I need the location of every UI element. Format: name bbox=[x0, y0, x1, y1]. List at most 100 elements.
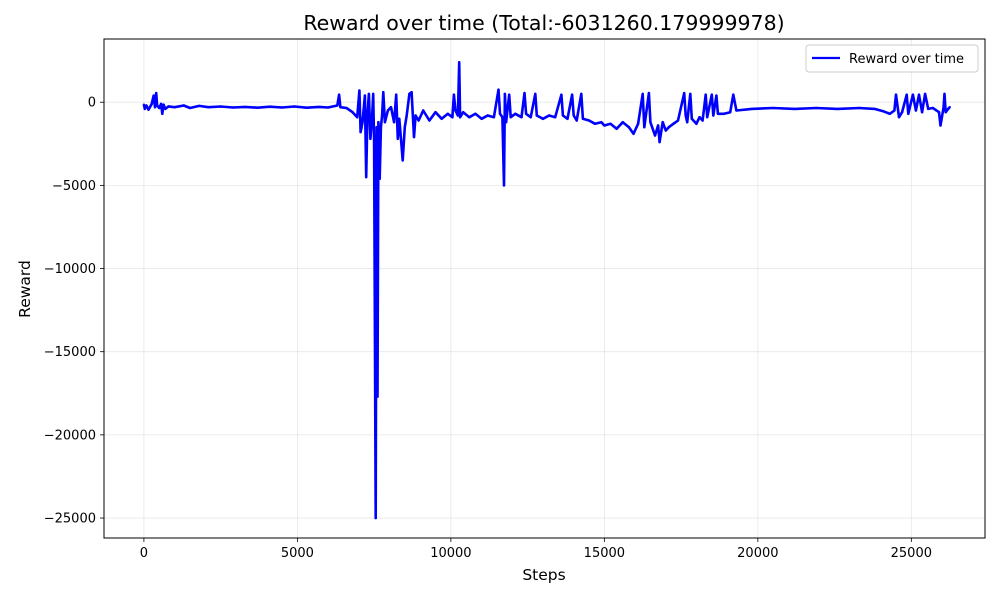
data-point bbox=[474, 112, 477, 116]
data-point bbox=[372, 92, 375, 96]
data-point bbox=[658, 140, 661, 144]
data-point bbox=[900, 111, 904, 114]
data-point bbox=[399, 139, 403, 142]
data-point bbox=[374, 516, 377, 520]
data-point bbox=[380, 114, 384, 117]
data-point bbox=[405, 114, 408, 117]
data-point bbox=[615, 127, 618, 130]
data-point bbox=[458, 61, 461, 64]
data-point bbox=[382, 91, 385, 94]
data-point bbox=[356, 116, 359, 119]
data-point bbox=[293, 105, 296, 108]
data-point bbox=[772, 106, 775, 110]
data-point bbox=[535, 114, 538, 117]
data-point bbox=[231, 106, 235, 109]
data-point bbox=[917, 93, 921, 96]
data-point bbox=[716, 112, 720, 116]
data-point bbox=[147, 108, 150, 111]
legend-label: Reward over time bbox=[849, 52, 964, 67]
data-point bbox=[520, 116, 523, 119]
data-point bbox=[403, 126, 406, 129]
data-point bbox=[492, 116, 496, 119]
data-point bbox=[164, 107, 167, 111]
data-point bbox=[722, 112, 726, 116]
data-point bbox=[497, 88, 500, 91]
data-point bbox=[153, 106, 157, 109]
data-point bbox=[689, 92, 692, 96]
data-point bbox=[524, 112, 528, 116]
data-point bbox=[647, 91, 651, 95]
data-point bbox=[392, 121, 396, 124]
data-point bbox=[894, 93, 898, 96]
data-point bbox=[503, 92, 507, 96]
data-point bbox=[359, 130, 362, 134]
data-point bbox=[417, 119, 420, 122]
data-point bbox=[145, 104, 148, 107]
data-point bbox=[396, 137, 399, 140]
data-point bbox=[468, 116, 471, 119]
data-point bbox=[684, 114, 687, 117]
data-point bbox=[715, 94, 718, 97]
data-point bbox=[581, 117, 585, 121]
data-point bbox=[905, 93, 908, 96]
data-point bbox=[911, 93, 915, 96]
data-point bbox=[408, 92, 411, 96]
data-point bbox=[529, 116, 532, 119]
data-point bbox=[927, 107, 930, 111]
data-point bbox=[440, 117, 443, 121]
data-point bbox=[182, 104, 185, 107]
data-point bbox=[486, 114, 489, 117]
data-point bbox=[676, 119, 680, 122]
data-point bbox=[383, 121, 387, 124]
data-point bbox=[580, 92, 583, 96]
data-point bbox=[401, 159, 404, 162]
data-point bbox=[641, 92, 644, 96]
x-tick-label: 15000 bbox=[584, 546, 625, 561]
data-point bbox=[897, 116, 901, 119]
data-point bbox=[504, 121, 508, 124]
data-point bbox=[508, 93, 511, 96]
data-point bbox=[358, 89, 361, 92]
data-point bbox=[339, 106, 342, 109]
data-point bbox=[480, 117, 483, 121]
data-point bbox=[570, 93, 574, 96]
data-point bbox=[386, 109, 390, 112]
data-point bbox=[873, 107, 876, 111]
data-point bbox=[150, 103, 153, 106]
y-tick-label: −20000 bbox=[44, 428, 96, 443]
data-point bbox=[636, 122, 640, 126]
data-point bbox=[162, 103, 165, 106]
data-point bbox=[379, 126, 383, 129]
data-point bbox=[704, 93, 707, 96]
data-point bbox=[143, 107, 146, 111]
data-point bbox=[706, 116, 709, 119]
x-axis: 0 5000 10000 15000 20000 25000 bbox=[140, 538, 932, 561]
data-point bbox=[695, 122, 698, 126]
data-point bbox=[389, 106, 393, 109]
data-point bbox=[188, 106, 192, 110]
data-point bbox=[735, 109, 738, 112]
legend-box bbox=[805, 44, 979, 73]
data-point bbox=[683, 91, 686, 95]
data-point bbox=[939, 124, 942, 127]
data-point bbox=[600, 121, 603, 124]
data-point bbox=[155, 104, 159, 107]
data-point bbox=[422, 109, 425, 112]
data-point bbox=[207, 106, 210, 109]
data-point bbox=[566, 117, 569, 121]
data-point bbox=[942, 106, 945, 109]
data-point bbox=[412, 135, 416, 139]
data-point bbox=[943, 92, 946, 96]
data-point bbox=[155, 91, 158, 95]
data-point bbox=[572, 114, 575, 117]
data-point bbox=[462, 111, 465, 114]
data-point bbox=[712, 114, 715, 117]
data-point bbox=[882, 110, 885, 113]
data-point bbox=[627, 126, 631, 129]
data-point bbox=[914, 109, 918, 112]
data-point bbox=[376, 395, 379, 398]
data-point bbox=[326, 106, 330, 109]
y-tick-label: −15000 bbox=[44, 345, 96, 360]
data-point bbox=[937, 111, 941, 114]
